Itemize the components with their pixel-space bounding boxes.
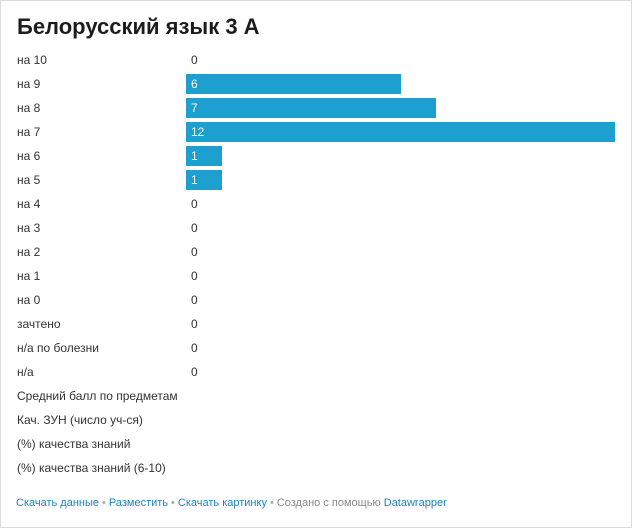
row-label: на 5 — [17, 173, 41, 187]
datawrapper-link[interactable]: Datawrapper — [383, 497, 447, 509]
bar-value-label: 0 — [191, 269, 198, 283]
row-label: на 9 — [17, 77, 41, 91]
footer-separator: • — [102, 497, 106, 509]
row-label: на 4 — [17, 197, 41, 211]
row-label: зачтено — [17, 317, 61, 331]
chart-title: Белорусский язык 3 А — [17, 14, 260, 39]
bar-value-label: 0 — [191, 341, 198, 355]
created-with-text: Создано с помощью — [276, 497, 381, 509]
bar-value-label: 0 — [191, 293, 198, 307]
bar-value-label: 0 — [191, 197, 198, 211]
bar — [186, 122, 615, 142]
bar-value-label: 1 — [191, 173, 198, 187]
chart-footer: Скачать данные • Разместить • Скачать картин… — [16, 497, 447, 509]
row-label: на 3 — [17, 221, 41, 235]
row-label: (%) качества знаний (6-10) — [17, 461, 166, 475]
row-label: (%) качества знаний — [17, 437, 131, 451]
row-label: на 0 — [17, 293, 41, 307]
download-image-link[interactable]: Скачать картинку — [177, 497, 267, 509]
bar — [186, 146, 222, 166]
row-label: н/а — [17, 365, 34, 379]
row-label: на 6 — [17, 149, 41, 163]
bar-value-label: 12 — [191, 125, 205, 139]
row-label: на 1 — [17, 269, 41, 283]
bar-value-label: 6 — [191, 77, 198, 91]
bar-value-label: 0 — [191, 53, 198, 67]
bar — [186, 170, 222, 190]
row-label: Средний балл по предметам — [17, 389, 178, 403]
footer-separator: • — [269, 497, 274, 509]
footer-separator: • — [171, 497, 175, 509]
bar — [186, 74, 401, 94]
bar — [186, 98, 437, 118]
bar-value-label: 0 — [191, 245, 198, 259]
bar-value-label: 0 — [191, 317, 198, 331]
row-label: на 10 — [17, 53, 47, 67]
row-label: на 8 — [17, 101, 41, 115]
bar-value-label: 1 — [191, 149, 198, 163]
row-label: Кач. ЗУН (число уч-ся) — [17, 413, 143, 427]
embed-link[interactable]: Разместить — [108, 497, 169, 509]
bar-value-label: 0 — [191, 365, 198, 379]
bar-value-label: 0 — [191, 221, 198, 235]
row-label: н/а по болезни — [17, 341, 100, 355]
row-label: на 2 — [17, 245, 41, 259]
row-label: на 7 — [17, 125, 41, 139]
download-data-link[interactable]: Скачать данные — [16, 497, 100, 509]
bar-value-label: 7 — [191, 101, 198, 115]
